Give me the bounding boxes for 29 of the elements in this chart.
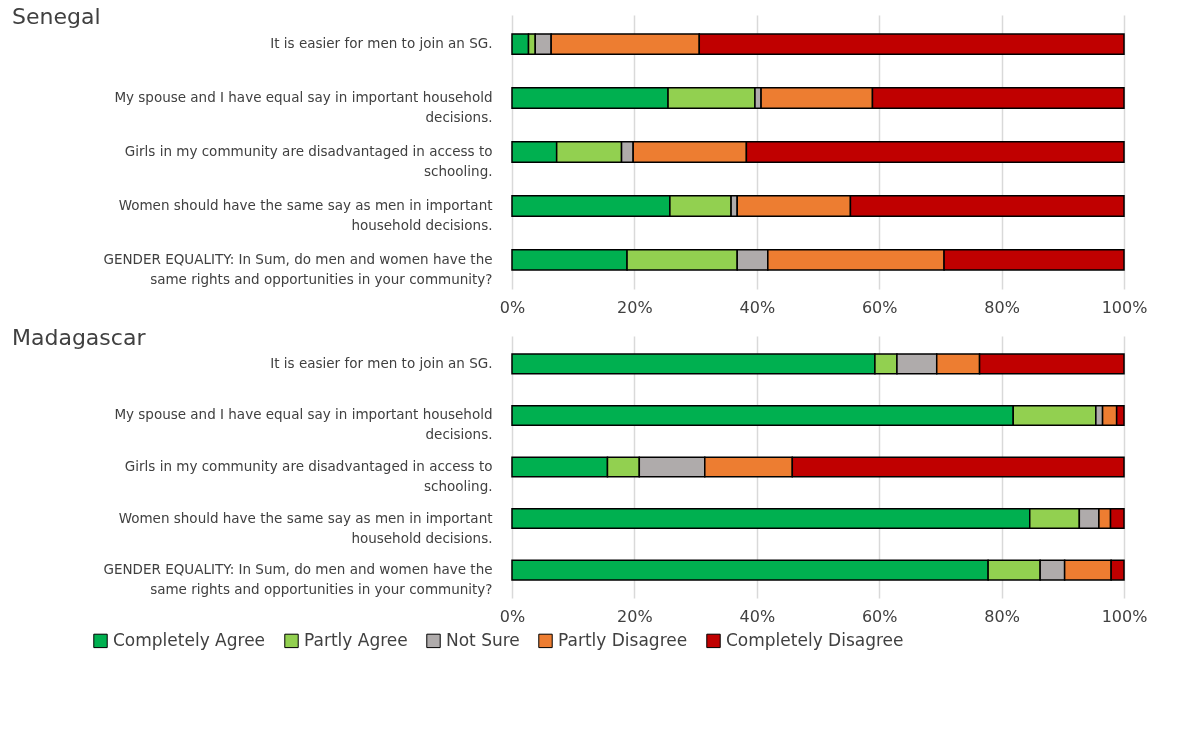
text: Madagascar (12, 325, 147, 350)
y-tick-label: Girls in my community are disadvantaged in access to schooling. (124, 143, 493, 179)
y-tick-label: Women should have the same say as men in important household decisions. (118, 196, 493, 233)
y-tick-label: GENDER EQUALITY: In Sum, do men and women have the same rights and opportunities in your community? (103, 250, 493, 287)
y-tick-label: Girls in my community are disadvantaged in access to schooling. (124, 458, 493, 494)
x-tick-label: 20% (617, 606, 653, 626)
legend-label: Completely Disagree (726, 629, 904, 650)
y-tick-label: My spouse and I have equal say in important household decisions. (114, 406, 493, 443)
x-tick-label: 80% (984, 297, 1020, 317)
x-tick-label: 20% (617, 297, 653, 317)
x-tick-label: 0% (499, 606, 526, 626)
x-tick-label: 100% (1101, 606, 1148, 626)
legend-label: Not Sure (446, 629, 520, 650)
y-tick-label: GENDER EQUALITY: In Sum, do men and women have the same rights and opportunities in your community? (103, 561, 493, 598)
x-tick-label: 60% (861, 606, 898, 626)
x-tick-label: 40% (739, 606, 776, 626)
text: Senegal (12, 4, 101, 29)
x-tick-label: 100% (1101, 297, 1148, 317)
x-tick-label: 60% (861, 297, 898, 317)
y-tick-label: My spouse and I have equal say in important household decisions. (114, 89, 493, 126)
y-tick-label: It is easier for men to join an SG. (270, 354, 493, 371)
legend-label: Completely Agree (113, 629, 266, 650)
x-tick-label: 80% (984, 606, 1020, 626)
legend-label: Partly Agree (304, 629, 408, 650)
y-tick-label: Women should have the same say as men in important household decisions. (118, 509, 493, 546)
legend-label: Partly Disagree (558, 629, 688, 650)
x-tick-label: 0% (499, 297, 526, 317)
x-tick-label: 40% (739, 297, 776, 317)
y-tick-label: It is easier for men to join an SG. (270, 35, 493, 52)
